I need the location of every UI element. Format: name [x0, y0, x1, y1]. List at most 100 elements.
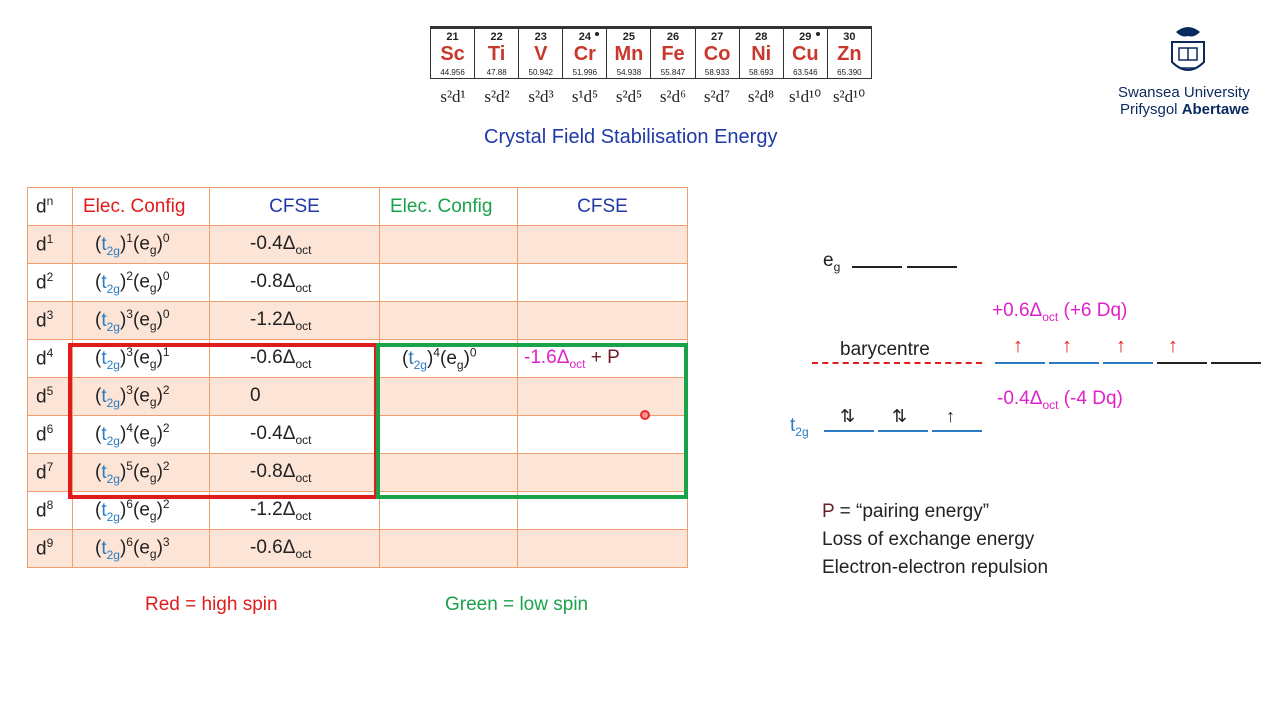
- cfse-cell: -0.8Δoct: [209, 263, 380, 302]
- electron-config: s²d⁷: [703, 87, 731, 106]
- note-repulsion: Electron-electron repulsion: [822, 557, 1049, 578]
- electron-config: s²d⁶: [659, 87, 687, 106]
- config-cell: (t2g)2(eg)0: [72, 263, 210, 302]
- element-cell: 24 Cr 51.996: [563, 29, 608, 78]
- level-c: [1103, 362, 1153, 364]
- table-row: d1 (t2g)1(eg)0 -0.4Δoct: [27, 225, 688, 264]
- lower-energy-label: -0.4Δoct (-4 Dq): [997, 388, 1123, 412]
- low-config-cell: [379, 225, 518, 264]
- t2g-level-3: [932, 430, 982, 432]
- legend-high-spin: Red = high spin: [145, 594, 278, 615]
- pairing-term: + P: [585, 346, 620, 368]
- high-spin-box: [68, 343, 378, 499]
- header-cfse-low: CFSE: [517, 187, 688, 226]
- logo-text-en: Swansea University: [1118, 84, 1250, 101]
- dn-cell: d5: [27, 377, 73, 416]
- electron-config: s¹d¹⁰: [788, 87, 822, 106]
- eg-label: eg: [823, 250, 841, 274]
- low-config-cell: [379, 415, 518, 454]
- element-cell: 28 Ni 58.693: [740, 29, 784, 78]
- electron-config: s¹d⁵: [571, 87, 599, 106]
- atomic-mass: 54.938: [616, 68, 642, 77]
- low-config-cell: [379, 453, 518, 492]
- table-row: d3 (t2g)3(eg)0 -1.2Δoct: [27, 301, 688, 340]
- atomic-number: 26: [666, 31, 680, 43]
- electron-up-arrow: ↑: [1062, 335, 1072, 357]
- element-symbol: Zn: [837, 43, 862, 65]
- periodic-table-strip: 21 Sc 44.956 22 Ti 47.88 23 V 50.942 24 Cr …: [430, 26, 872, 79]
- element-symbol: Co: [703, 43, 731, 65]
- config-cell: (t2g)1(eg)0: [72, 225, 210, 264]
- note-pairing: P = “pairing energy”: [822, 501, 990, 522]
- header-elec-config-high: Elec. Config: [72, 187, 210, 226]
- level-b: [1049, 362, 1099, 364]
- element-symbol: Fe: [661, 43, 685, 65]
- element-symbol: Ti: [487, 43, 506, 65]
- element-symbol: Cr: [573, 43, 596, 65]
- config-cell: (t2g)6(eg)3: [72, 529, 210, 568]
- element-cell: 29 Cu 63.546: [784, 29, 828, 78]
- level-a: [995, 362, 1045, 364]
- atomic-mass: 47.88: [486, 68, 507, 77]
- low-config-cell: [379, 301, 518, 340]
- element-cell: 21 Sc 44.956: [431, 29, 476, 78]
- electron-config: s²d²: [484, 87, 510, 106]
- eg-level-2: [907, 266, 957, 268]
- t2g-level-1: [824, 430, 874, 432]
- header-dn: dn: [27, 187, 73, 226]
- atomic-number: 23: [534, 31, 547, 43]
- config-cell: (t2g)5(eg)2: [72, 453, 210, 492]
- config-cell: (t2g)3(eg)0: [72, 301, 210, 340]
- element-symbol: Ni: [751, 43, 772, 65]
- atomic-number: 22: [490, 31, 503, 43]
- config-cell: (t2g)3(eg)2: [72, 377, 210, 416]
- logo-text-cy: Prifysgol Abertawe: [1120, 101, 1250, 118]
- low-spin-config: (t2g)4(eg)0: [402, 345, 477, 372]
- electron-up-arrow: ↑: [1013, 335, 1023, 357]
- electron-pair-arrow: ⇅: [892, 406, 908, 426]
- dn-cell: d7: [27, 453, 73, 492]
- electron-up-arrow: ↑: [1116, 335, 1126, 357]
- table-row: d7 (t2g)5(eg)2 -0.8Δoct: [27, 453, 688, 492]
- atomic-mass: 58.693: [748, 68, 774, 77]
- table-row: d2 (t2g)2(eg)0 -0.8Δoct: [27, 263, 688, 302]
- atomic-number: 30: [843, 31, 856, 43]
- atomic-mass: 63.546: [793, 68, 818, 77]
- atomic-number: 28: [755, 31, 768, 43]
- barycentre-label: barycentre: [840, 339, 930, 360]
- atomic-number: 27: [710, 31, 724, 43]
- element-symbol: V: [534, 43, 548, 65]
- element-cell: 23 V 50.942: [519, 29, 564, 78]
- legend-low-spin: Green = low spin: [445, 594, 589, 615]
- atomic-mass: 50.942: [528, 68, 553, 77]
- header-cfse-high: CFSE: [209, 187, 380, 226]
- marker-dot-icon: [815, 32, 820, 36]
- dn-cell: d9: [27, 529, 73, 568]
- low-config-cell: [379, 263, 518, 302]
- table-header-row: dn Elec. Config CFSE Elec. Config CFSE: [27, 187, 688, 226]
- low-cfse-cell: [517, 529, 688, 568]
- dn-cell: d3: [27, 301, 73, 340]
- atomic-number: 25: [622, 31, 636, 43]
- cfse-cell: -1.2Δoct: [209, 301, 380, 340]
- atomic-mass: 51.996: [572, 68, 598, 77]
- element-cell: 26 Fe 55.847: [651, 29, 696, 78]
- electron-config: s²d⁵: [615, 87, 643, 106]
- barycentre-line: [812, 362, 982, 364]
- low-cfse-cell: [517, 301, 688, 340]
- level-e: [1211, 362, 1261, 364]
- dn-cell: d2: [27, 263, 73, 302]
- level-d: [1157, 362, 1207, 364]
- atomic-mass: 44.956: [440, 68, 465, 77]
- header-elec-config-low: Elec. Config: [379, 187, 518, 226]
- t2g-label: t2g: [790, 415, 809, 439]
- low-cfse-cell: [517, 263, 688, 302]
- marker-dot-icon: [595, 32, 600, 36]
- electron-config: s²d¹: [440, 87, 466, 106]
- cfse-cell: 0: [209, 377, 380, 416]
- element-cell: 30 Zn 65.390: [828, 29, 871, 78]
- element-symbol: Sc: [440, 43, 465, 65]
- cfse-cell: -0.4Δoct: [209, 225, 380, 264]
- electron-pair-arrow: ⇅: [840, 406, 856, 426]
- low-spin-cfse: -1.6Δoct: [524, 346, 586, 371]
